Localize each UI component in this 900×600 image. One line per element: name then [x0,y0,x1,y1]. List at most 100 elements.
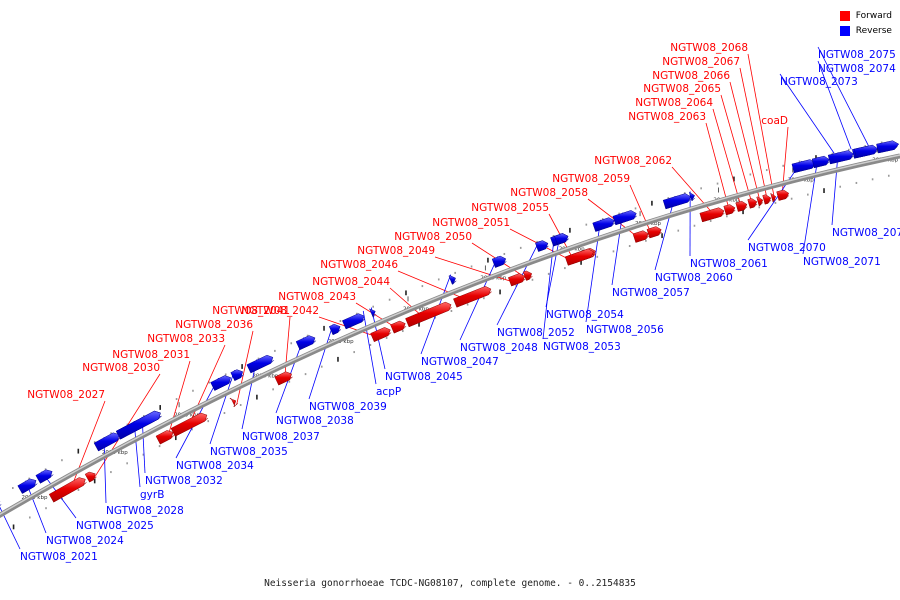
gene-label[interactable]: NGTW08_2030 [82,362,160,374]
gene-label[interactable]: NGTW08_2062 [594,155,672,167]
gene-NGTW08_2061[interactable] [688,191,696,202]
gene-label[interactable]: NGTW08_2074 [818,63,896,75]
gene-NGTW08_2044[interactable] [405,301,452,328]
gene-NGTW08_2025[interactable] [35,469,54,484]
gene-label[interactable]: NGTW08_2050 [394,231,472,243]
gene-NGTW08_2052[interactable] [535,240,549,252]
gene-NGTW08_2066[interactable] [756,196,764,207]
gene-label[interactable]: NGTW08_2071 [803,256,881,268]
gene-label[interactable]: NGTW08_2038 [276,415,354,427]
gene-label[interactable]: gyrB [140,489,164,501]
gene-label[interactable]: NGTW08_2027 [27,389,105,401]
gene-label[interactable]: NGTW08_2056 [586,324,664,336]
gene-label[interactable]: NGTW08_2034 [176,460,254,472]
gene-label[interactable]: NGTW08_2032 [145,475,223,487]
gene-NGTW08_2054[interactable] [554,233,569,246]
gene-NGTW08_2075[interactable] [876,140,900,154]
gene-NGTW08_2027[interactable] [48,477,87,503]
gene-coaD[interactable] [776,189,790,201]
gene-label[interactable]: NGTW08_2059 [552,173,630,185]
gene-NGTW08_2039[interactable] [328,323,342,336]
gene-label[interactable]: NGTW08_2024 [46,535,124,547]
gene-NGTW08_2048[interactable] [491,255,507,268]
gene-NGTW08_2071[interactable] [811,155,830,169]
gene-label[interactable]: NGTW08_2053 [543,341,621,353]
gene-label[interactable]: NGTW08_2045 [385,371,463,383]
gene-label[interactable]: NGTW08_2061 [690,258,768,270]
gene-label[interactable]: NGTW08_2055 [471,202,549,214]
gene-NGTW08_2060[interactable] [662,193,691,210]
gene-label[interactable]: NGTW08_2057 [612,287,690,299]
gene-NGTW08_2046[interactable] [453,286,492,308]
gene-NGTW08_2037[interactable] [246,354,274,374]
gene-label[interactable]: NGTW08_2025 [76,520,154,532]
gene-NGTW08_2038[interactable] [295,335,317,351]
gene-NGTW08_2035[interactable] [230,369,244,381]
gene-label[interactable]: NGTW08_2035 [210,446,288,458]
gene-label[interactable]: NGTW08_2044 [312,276,390,288]
gene-label[interactable]: NGTW08_2072 [832,227,900,239]
gene-NGTW08_2059[interactable] [646,226,662,239]
gene-NGTW08_2062[interactable] [699,207,725,223]
gene-label[interactable]: coaD [761,115,788,127]
gene-label[interactable]: NGTW08_2052 [497,327,575,339]
gene-NGTW08_2047[interactable] [448,275,457,285]
gene-label[interactable]: NGTW08_2031 [112,349,190,361]
gene-label[interactable]: NGTW08_2043 [278,291,356,303]
gene-label[interactable]: NGTW08_2042 [241,305,319,317]
gene-NGTW08_2063[interactable] [723,204,736,216]
gene-label[interactable]: NGTW08_2028 [106,505,184,517]
gene-NGTW08_2065[interactable] [747,198,758,209]
gene-label[interactable]: NGTW08_2054 [546,309,624,321]
gene-label[interactable]: NGTW08_2058 [510,187,588,199]
gene-label[interactable]: NGTW08_2021 [20,551,98,563]
gene-label[interactable]: NGTW08_2065 [643,83,721,95]
gene-label[interactable]: NGTW08_2060 [655,272,733,284]
gene-label[interactable]: NGTW08_2037 [242,431,320,443]
gene-label[interactable]: NGTW08_2048 [460,342,538,354]
gene-NGTW08_2034[interactable] [210,375,232,391]
gene-label[interactable]: NGTW08_2068 [670,42,748,54]
gene-label[interactable]: NGTW08_2033 [147,333,225,345]
gene-NGTW08_2070[interactable] [791,159,816,174]
gene-NGTW08_2056[interactable] [592,217,615,232]
gene-arrow [170,412,208,437]
gene-label[interactable]: NGTW08_2036 [175,319,253,331]
gene-NGTW08_2058[interactable] [632,230,649,243]
gene-NGTW08_2050[interactable] [522,270,533,281]
gene-NGTW08_2041[interactable] [274,371,293,386]
gene-NGTW08_2064[interactable] [735,200,748,212]
gene-NGTW08_2074[interactable] [854,144,879,159]
gene-NGTW08_2068[interactable] [770,192,777,203]
gene-label[interactable]: NGTW08_2066 [652,70,730,82]
gene-label[interactable]: NGTW08_2041 [212,305,290,317]
gene-label[interactable]: NGTW08_2063 [628,111,706,123]
gene-label[interactable]: NGTW08_2075 [818,49,896,61]
gene-NGTW08_2032[interactable] [115,410,162,440]
gene-label[interactable]: acpP [376,386,401,398]
gene-NGTW08_2033[interactable] [170,412,209,437]
gene-NGTW08_2067[interactable] [762,194,772,205]
gene-NGTW08_2036[interactable] [229,397,238,408]
gene-label[interactable]: NGTW08_2049 [357,245,435,257]
gene-NGTW08_2024[interactable] [17,478,38,494]
gene-NGTW08_2055[interactable] [564,248,595,266]
gene-label[interactable]: NGTW08_2051 [432,217,510,229]
gene-NGTW08_2057[interactable] [612,210,637,226]
gene-NGTW08_2042[interactable] [370,327,392,343]
gene-NGTW08_2043[interactable] [390,320,407,334]
gene-label[interactable]: NGTW08_2046 [320,259,398,271]
gene-NGTW08_2045[interactable] [368,308,377,318]
gene-NGTW08_2049[interactable] [507,273,526,287]
gene-label[interactable]: NGTW08_2073 [780,76,858,88]
gene-label[interactable]: NGTW08_2070 [748,242,826,254]
gene-NGTW08_2072[interactable] [827,150,854,165]
gene-label[interactable]: NGTW08_2047 [421,356,499,368]
gene-NGTW08_2031[interactable] [155,430,175,445]
gene-label[interactable]: NGTW08_2039 [309,401,387,413]
gene-label[interactable]: NGTW08_2064 [635,97,713,109]
gene-acpP[interactable] [341,313,366,330]
gene-NGTW08_2030[interactable] [84,471,97,483]
gene-NGTW08_2021[interactable] [0,500,2,511]
gene-label[interactable]: NGTW08_2067 [662,56,740,68]
